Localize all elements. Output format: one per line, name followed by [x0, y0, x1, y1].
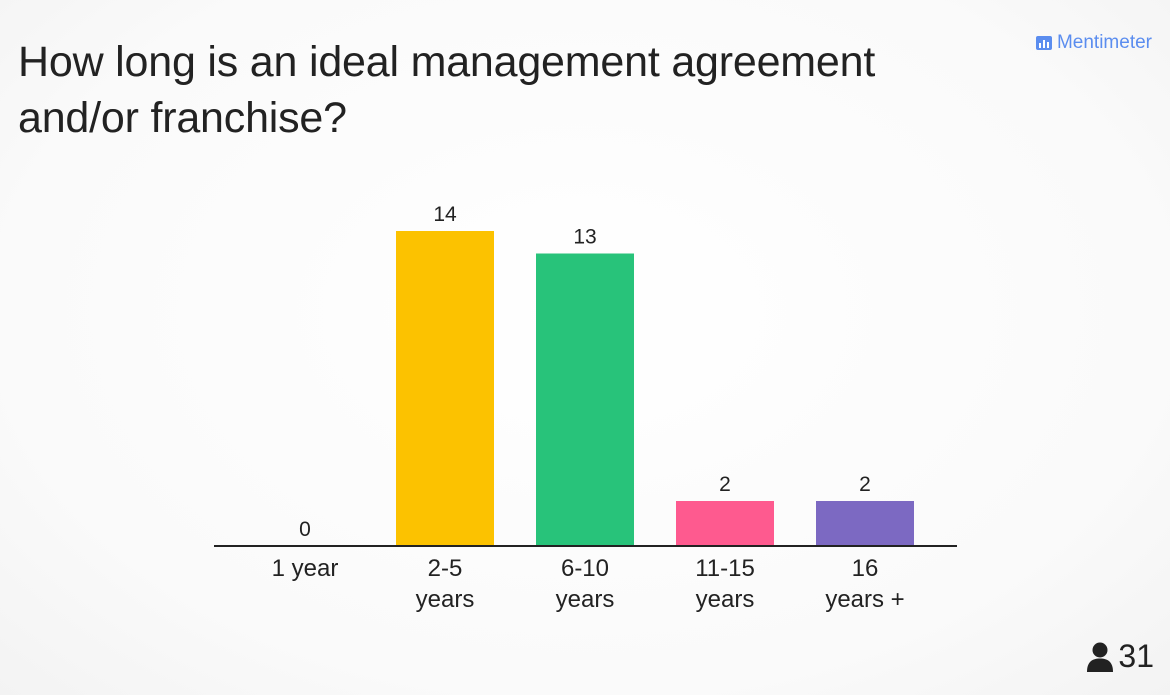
bar-value-label: 2 [719, 473, 731, 496]
bar-value-label: 2 [859, 473, 871, 496]
participant-count-value: 31 [1118, 638, 1154, 674]
category-label: 16 [852, 555, 879, 582]
question-title: How long is an ideal management agreemen… [18, 38, 876, 142]
category-label: 1 year [272, 555, 339, 582]
category-label: years [416, 586, 475, 613]
person-icon [1086, 642, 1114, 672]
category-label: years [556, 586, 615, 613]
category-label: 11-15 [695, 555, 755, 582]
mentimeter-logo: Mentimeter [1035, 32, 1152, 54]
brand-name: Mentimeter [1056, 32, 1152, 53]
category-label: 2-5 [428, 555, 463, 582]
bar-value-label: 13 [573, 226, 596, 249]
category-label: 6-10 [561, 555, 609, 582]
bar [536, 253, 634, 546]
bar-chart-icon [1035, 36, 1052, 50]
participant-count: 31 [1086, 638, 1154, 675]
bar [676, 501, 774, 546]
bar-value-label: 14 [433, 203, 457, 226]
bar-value-label: 0 [299, 518, 311, 541]
category-label: years [696, 586, 755, 613]
category-label: years + [825, 586, 904, 613]
bar [816, 501, 914, 546]
bar [396, 231, 494, 546]
